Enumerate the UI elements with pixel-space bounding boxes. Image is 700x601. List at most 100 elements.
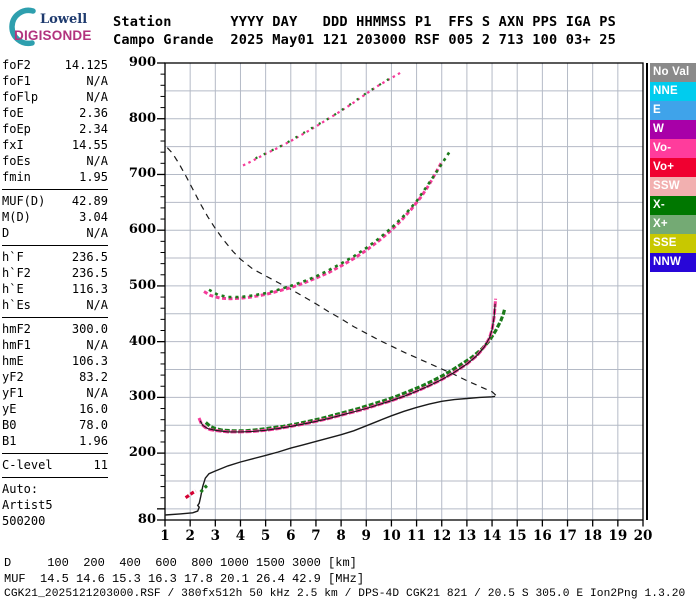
panel-divider (2, 477, 108, 478)
legend-item-ssw: SSW (650, 177, 696, 196)
param-value: 2.36 (79, 106, 108, 120)
y-tick-label: 200 (128, 445, 156, 461)
y-tick-label: 700 (128, 166, 156, 182)
ionogram-canvas (157, 62, 644, 527)
legend-item-x-: X- (650, 196, 696, 215)
param-name: D (2, 226, 10, 240)
x-tick-label: 14 (482, 528, 502, 544)
x-tick-label: 8 (336, 528, 346, 544)
param-value: N/A (86, 90, 108, 104)
param-name: fmin (2, 170, 31, 184)
param-name: M(D) (2, 210, 31, 224)
x-tick-label: 1 (160, 528, 170, 544)
param-value: N/A (86, 74, 108, 88)
x-tick-label: 10 (382, 528, 401, 544)
e-echo-red (184, 489, 197, 500)
legend-item-e: E (650, 101, 696, 120)
panel-divider (2, 453, 108, 454)
param-value: 83.2 (79, 370, 108, 384)
x-tick-label: 12 (432, 528, 452, 544)
param-value: 16.0 (79, 402, 108, 416)
param-name: foF2 (2, 58, 31, 72)
hop2-x-trace (208, 151, 451, 299)
param-row: Artist5 (2, 497, 108, 513)
logo-lowell-text: Lowell (40, 12, 88, 27)
param-value: 11 (93, 458, 108, 472)
param-name: 500200 (2, 514, 46, 528)
param-name: h`E (2, 282, 24, 296)
legend-item-noval: No Val (650, 63, 696, 82)
param-value: 42.89 (71, 194, 108, 208)
param-value: 236.5 (71, 250, 108, 264)
y-tick-label: 300 (128, 389, 156, 405)
param-name: foEs (2, 154, 31, 168)
lowell-digisonde-logo: Lowell DIGISONDE (6, 4, 114, 48)
param-row: C-level 11 (2, 457, 108, 473)
param-name: h`F2 (2, 266, 31, 280)
legend-item-x+: X+ (650, 215, 696, 234)
param-name: h`Es (2, 298, 31, 312)
panel-divider (2, 317, 108, 318)
header-line1: Station YYYY DAY DDD HHMMSS P1 FFS S AXN… (113, 14, 617, 30)
legend-item-nne: NNE (650, 82, 696, 101)
legend-item-vo+: Vo+ (650, 158, 696, 177)
param-name: B1 (2, 434, 17, 448)
param-row: hmE 106.3 (2, 353, 108, 369)
param-row: yF1 N/A (2, 385, 108, 401)
param-row: h`Es N/A (2, 297, 108, 313)
x-tick-label: 3 (210, 528, 221, 544)
param-value: N/A (86, 226, 108, 240)
x-tick-label: 9 (361, 528, 371, 544)
legend-item-vo-: Vo- (650, 139, 696, 158)
param-value: N/A (86, 298, 108, 312)
param-name: C-level (2, 458, 53, 472)
param-name: foEp (2, 122, 31, 136)
y-tick-label: 80 (137, 512, 156, 527)
param-name: foFlp (2, 90, 39, 104)
param-name: MUF(D) (2, 194, 46, 208)
param-row: hmF2 300.0 (2, 321, 108, 337)
x-tick-label: 18 (583, 528, 603, 544)
hop3-o-trace (242, 69, 404, 167)
param-row: foF1 N/A (2, 73, 108, 89)
param-name: B0 (2, 418, 17, 432)
param-row: foFlp N/A (2, 89, 108, 105)
param-row: h`F2 236.5 (2, 265, 108, 281)
param-value: 300.0 (71, 322, 108, 336)
legend-item-nnw: NNW (650, 253, 696, 272)
param-row: yE 16.0 (2, 401, 108, 417)
x-tick-label: 2 (185, 528, 195, 544)
hop2-o-trace (203, 161, 444, 301)
param-row: fmin 1.95 (2, 169, 108, 185)
param-value: 78.0 (79, 418, 108, 432)
param-row: B0 78.0 (2, 417, 108, 433)
hop1-o-trace (197, 298, 498, 434)
x-tick-label: 19 (608, 528, 628, 544)
x-tick-label: 11 (407, 528, 426, 544)
param-row: h`E 116.3 (2, 281, 108, 297)
y-tick-label: 500 (128, 277, 156, 293)
legend-item-w: W (650, 120, 696, 139)
param-value: 1.95 (79, 170, 108, 184)
x-tick-label: 6 (286, 528, 296, 544)
header-line2: Campo Grande 2025 May01 121 203000 RSF 0… (113, 32, 617, 48)
param-value: N/A (86, 154, 108, 168)
param-name: hmF1 (2, 338, 31, 352)
parameter-panel: foF2 14.125 foF1 N/A foFlp N/A foE 2.36 foEp 2.34… (2, 57, 108, 529)
param-name: yE (2, 402, 17, 416)
x-tick-label: 20 (633, 528, 653, 544)
topside-profile-dashed (165, 146, 497, 396)
panel-divider (2, 245, 108, 246)
param-row: foF2 14.125 (2, 57, 108, 73)
param-row: fxI 14.55 (2, 137, 108, 153)
y-tick-label: 800 (128, 110, 156, 126)
param-value: 106.3 (71, 354, 108, 368)
param-name: foE (2, 106, 24, 120)
param-row: M(D) 3.04 (2, 209, 108, 225)
param-value: 3.04 (79, 210, 108, 224)
param-value: 236.5 (71, 266, 108, 280)
param-value: N/A (86, 386, 108, 400)
param-name: Auto: (2, 482, 39, 496)
param-row: D N/A (2, 225, 108, 241)
